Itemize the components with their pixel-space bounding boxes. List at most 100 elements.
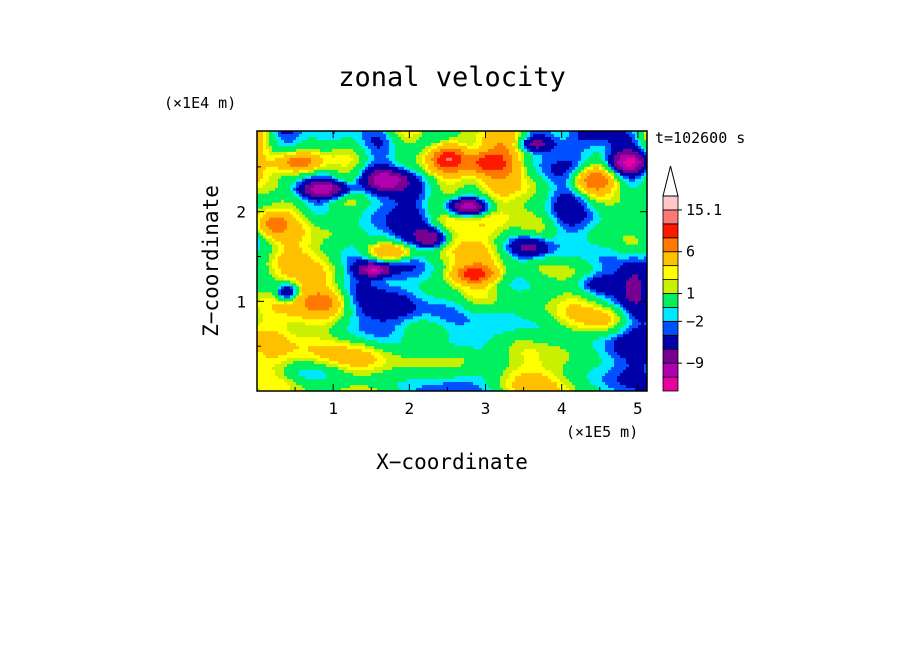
heatmap-cell: [434, 199, 438, 204]
heatmap-cell: [476, 133, 480, 138]
heatmap-cell: [398, 145, 402, 150]
heatmap-cell: [452, 208, 456, 213]
heatmap-cell: [635, 169, 639, 174]
heatmap-cell: [575, 136, 579, 141]
heatmap-cell: [524, 166, 528, 171]
heatmap-cell: [320, 154, 324, 159]
heatmap-cell: [557, 131, 561, 135]
heatmap-cell: [524, 145, 528, 150]
heatmap-cell: [569, 172, 573, 177]
heatmap-cell: [644, 178, 647, 183]
heatmap-cell: [551, 226, 555, 231]
heatmap-cell: [563, 181, 567, 186]
heatmap-cell: [530, 184, 534, 189]
heatmap-cell: [440, 142, 444, 147]
heatmap-cell: [494, 136, 498, 141]
heatmap-cell: [326, 133, 330, 138]
heatmap-cell: [548, 211, 552, 216]
heatmap-cell: [608, 226, 612, 231]
heatmap-cell: [323, 205, 327, 210]
heatmap-cell: [620, 193, 624, 198]
heatmap-cell: [572, 202, 576, 207]
heatmap-cell: [380, 244, 384, 249]
heatmap-cell: [527, 238, 531, 243]
heatmap-cell: [581, 133, 585, 138]
heatmap-cell: [488, 148, 492, 153]
heatmap-cell: [458, 172, 462, 177]
heatmap-cell: [359, 160, 363, 165]
heatmap-cell: [425, 238, 429, 243]
heatmap-cell: [485, 214, 489, 219]
heatmap-cell: [539, 205, 543, 210]
heatmap-cell: [641, 145, 645, 150]
heatmap-cell: [581, 136, 585, 141]
heatmap-cell: [290, 220, 294, 225]
heatmap-cell: [530, 181, 534, 186]
heatmap-cell: [335, 184, 339, 189]
heatmap-cell: [548, 172, 552, 177]
heatmap-cell: [452, 211, 456, 216]
heatmap-cell: [452, 202, 456, 207]
heatmap-cell: [380, 190, 384, 195]
heatmap-cell: [386, 145, 390, 150]
heatmap-cell: [620, 148, 624, 153]
heatmap-cell: [380, 151, 384, 156]
heatmap-cell: [632, 217, 636, 222]
heatmap-cell: [497, 131, 501, 135]
heatmap-cell: [518, 184, 522, 189]
heatmap-cell: [518, 157, 522, 162]
heatmap-cell: [440, 196, 444, 201]
heatmap-cell: [272, 205, 276, 210]
heatmap-cell: [290, 151, 294, 156]
heatmap-cell: [548, 196, 552, 201]
heatmap-cell: [638, 211, 642, 216]
heatmap-cell: [422, 178, 426, 183]
heatmap-cell: [347, 208, 351, 213]
heatmap-cell: [629, 172, 633, 177]
heatmap-cell: [386, 235, 390, 240]
heatmap-cell: [443, 211, 447, 216]
heatmap-cell: [281, 232, 285, 237]
heatmap-cell: [611, 157, 615, 162]
heatmap-cell: [581, 202, 585, 207]
heatmap-cell: [575, 160, 579, 165]
heatmap-cell: [341, 184, 345, 189]
heatmap-cell: [359, 131, 363, 135]
heatmap-cell: [623, 208, 627, 213]
heatmap-cell: [410, 148, 414, 153]
heatmap-cell: [284, 172, 288, 177]
heatmap-cell: [434, 184, 438, 189]
heatmap-cell: [434, 142, 438, 147]
heatmap-cell: [341, 181, 345, 186]
heatmap-cell: [578, 157, 582, 162]
heatmap-cell: [605, 160, 609, 165]
heatmap-cell: [512, 238, 516, 243]
heatmap-cell: [380, 238, 384, 243]
heatmap-cell: [476, 184, 480, 189]
heatmap-cell: [596, 196, 600, 201]
heatmap-cell: [527, 214, 531, 219]
heatmap-cell: [305, 131, 309, 135]
heatmap-cell: [278, 163, 282, 168]
heatmap-cell: [293, 166, 297, 171]
heatmap-cell: [617, 232, 621, 237]
heatmap-cell: [521, 142, 525, 147]
heatmap-cell: [476, 196, 480, 201]
heatmap-cell: [380, 142, 384, 147]
heatmap-cell: [590, 148, 594, 153]
heatmap-cell: [575, 193, 579, 198]
heatmap-cell: [527, 160, 531, 165]
heatmap-cell: [620, 145, 624, 150]
heatmap-cell: [347, 202, 351, 207]
heatmap-cell: [563, 160, 567, 165]
heatmap-cell: [338, 163, 342, 168]
heatmap-cell: [371, 133, 375, 138]
heatmap-cell: [332, 190, 336, 195]
heatmap-cell: [311, 193, 315, 198]
heatmap-cell: [299, 148, 303, 153]
heatmap-cell: [518, 193, 522, 198]
heatmap-cell: [551, 232, 555, 237]
heatmap-cell: [611, 181, 615, 186]
heatmap-cell: [533, 160, 537, 165]
heatmap-cell: [587, 196, 591, 201]
